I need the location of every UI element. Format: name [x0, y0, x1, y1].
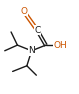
Text: N: N	[28, 46, 35, 55]
Text: OH: OH	[53, 41, 67, 50]
Text: C: C	[34, 26, 40, 35]
Text: O: O	[20, 7, 27, 16]
